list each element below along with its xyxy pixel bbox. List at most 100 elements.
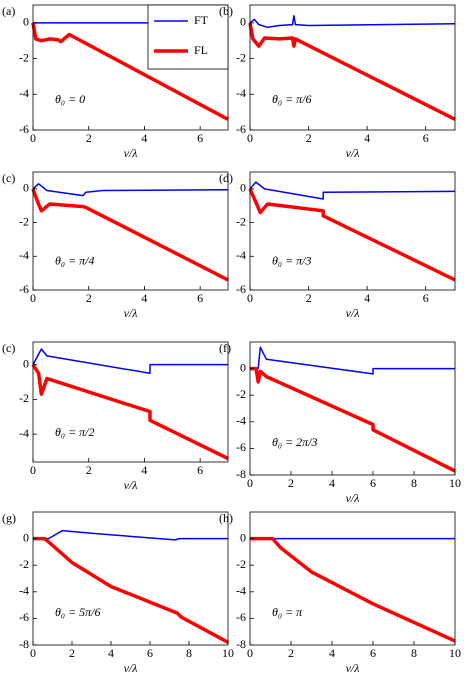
annotation: θ₀ = π/3 xyxy=(272,253,312,267)
x-axis-label: v/λ xyxy=(124,146,138,160)
data-line xyxy=(248,188,456,282)
x-tick-label: 4 xyxy=(141,291,147,305)
x-tick-label: 10 xyxy=(449,476,461,490)
y-tick-label: -2 xyxy=(236,557,246,571)
data-line xyxy=(31,363,229,461)
y-tick-label: -4 xyxy=(19,248,29,262)
x-tick-label: 4 xyxy=(329,476,335,490)
x-tick-label: 2 xyxy=(288,476,294,490)
data-line xyxy=(31,188,229,282)
x-tick-label: 8 xyxy=(411,476,417,490)
legend-box xyxy=(147,4,229,70)
x-tick-label: 4 xyxy=(329,646,335,660)
x-tick-label: 8 xyxy=(411,646,417,660)
y-tick-label: -6 xyxy=(236,610,246,624)
x-tick-label: 2 xyxy=(69,646,75,660)
legend-label: FT xyxy=(194,13,209,27)
x-tick-label: 2 xyxy=(306,291,312,305)
x-tick-label: 6 xyxy=(370,476,376,490)
x-tick-label: 4 xyxy=(141,131,147,145)
y-tick-label: -2 xyxy=(19,50,29,64)
x-tick-label: 6 xyxy=(197,131,203,145)
annotation: θ₀ = π/4 xyxy=(55,253,95,267)
y-tick-label: -2 xyxy=(236,214,246,228)
axes-frame xyxy=(249,511,456,646)
y-tick-label: 0 xyxy=(23,530,29,544)
y-tick-label: -2 xyxy=(236,50,246,64)
x-axis-label: v/λ xyxy=(124,661,138,675)
annotation: θ₀ = π xyxy=(272,605,303,619)
x-tick-label: 2 xyxy=(86,291,92,305)
y-tick-label: -2 xyxy=(19,557,29,571)
axes-frame xyxy=(249,341,456,476)
x-axis-label: v/λ xyxy=(346,146,360,160)
x-axis-label: v/λ xyxy=(124,478,138,492)
x-tick-label: 0 xyxy=(30,291,36,305)
x-tick-label: 6 xyxy=(197,291,203,305)
y-tick-label: 0 xyxy=(240,360,246,374)
y-tick-label: -4 xyxy=(236,414,246,428)
x-tick-label: 8 xyxy=(186,646,192,660)
x-tick-label: 0 xyxy=(30,131,36,145)
x-tick-label: 6 xyxy=(197,463,203,477)
axes-frame xyxy=(32,341,229,463)
panel-label: (c) xyxy=(2,171,15,185)
y-tick-label: -6 xyxy=(19,122,29,136)
panel-label: (g) xyxy=(2,511,16,525)
x-tick-label: 2 xyxy=(86,131,92,145)
x-tick-label: 4 xyxy=(364,131,370,145)
y-tick-label: 0 xyxy=(23,356,29,370)
legend-label: FL xyxy=(194,43,208,57)
x-tick-label: 10 xyxy=(222,646,234,660)
y-tick-label: -6 xyxy=(19,282,29,296)
x-tick-label: 4 xyxy=(108,646,114,660)
x-tick-label: 0 xyxy=(247,646,253,660)
y-tick-label: 0 xyxy=(23,15,29,29)
x-axis-label: v/λ xyxy=(124,306,138,320)
y-tick-label: 0 xyxy=(240,530,246,544)
panel-label: (h) xyxy=(219,511,233,525)
axes-frame xyxy=(249,4,456,131)
panel-label: (d) xyxy=(219,171,233,185)
data-line xyxy=(250,346,455,375)
data-line xyxy=(32,348,228,375)
y-tick-label: -6 xyxy=(236,440,246,454)
data-line xyxy=(33,536,229,644)
data-line xyxy=(250,536,456,643)
x-tick-label: 0 xyxy=(30,463,36,477)
x-tick-label: 0 xyxy=(30,646,36,660)
x-tick-label: 10 xyxy=(449,646,461,660)
data-line xyxy=(248,22,456,121)
x-tick-label: 4 xyxy=(141,463,147,477)
data-line xyxy=(249,14,456,29)
x-tick-label: 2 xyxy=(306,131,312,145)
data-line xyxy=(249,181,456,200)
annotation: θ₀ = 5π/6 xyxy=(55,605,101,619)
y-tick-label: -8 xyxy=(236,467,246,481)
y-tick-label: -2 xyxy=(19,214,29,228)
panel-label: (c) xyxy=(2,341,15,355)
x-tick-label: 0 xyxy=(247,131,253,145)
panel-label: (f) xyxy=(219,341,231,355)
x-tick-label: 6 xyxy=(423,131,429,145)
x-tick-label: 2 xyxy=(86,463,92,477)
y-tick-label: -4 xyxy=(236,584,246,598)
annotation: θ₀ = π/2 xyxy=(55,425,95,439)
y-tick-label: -4 xyxy=(236,86,246,100)
y-tick-label: -4 xyxy=(19,584,29,598)
y-tick-label: 0 xyxy=(23,181,29,195)
annotation: θ₀ = π/6 xyxy=(272,92,312,106)
axes-frame xyxy=(32,511,229,646)
y-tick-label: -2 xyxy=(236,387,246,401)
data-line xyxy=(31,22,229,121)
y-tick-label: -6 xyxy=(236,282,246,296)
y-tick-label: -6 xyxy=(19,610,29,624)
x-tick-label: 0 xyxy=(247,291,253,305)
x-tick-label: 4 xyxy=(364,291,370,305)
y-tick-label: -8 xyxy=(19,637,29,651)
x-axis-label: v/λ xyxy=(346,491,360,505)
y-tick-label: 0 xyxy=(240,181,246,195)
annotation: θ₀ = 2π/3 xyxy=(272,435,318,449)
y-tick-label: -6 xyxy=(236,122,246,136)
data-line xyxy=(32,183,229,197)
